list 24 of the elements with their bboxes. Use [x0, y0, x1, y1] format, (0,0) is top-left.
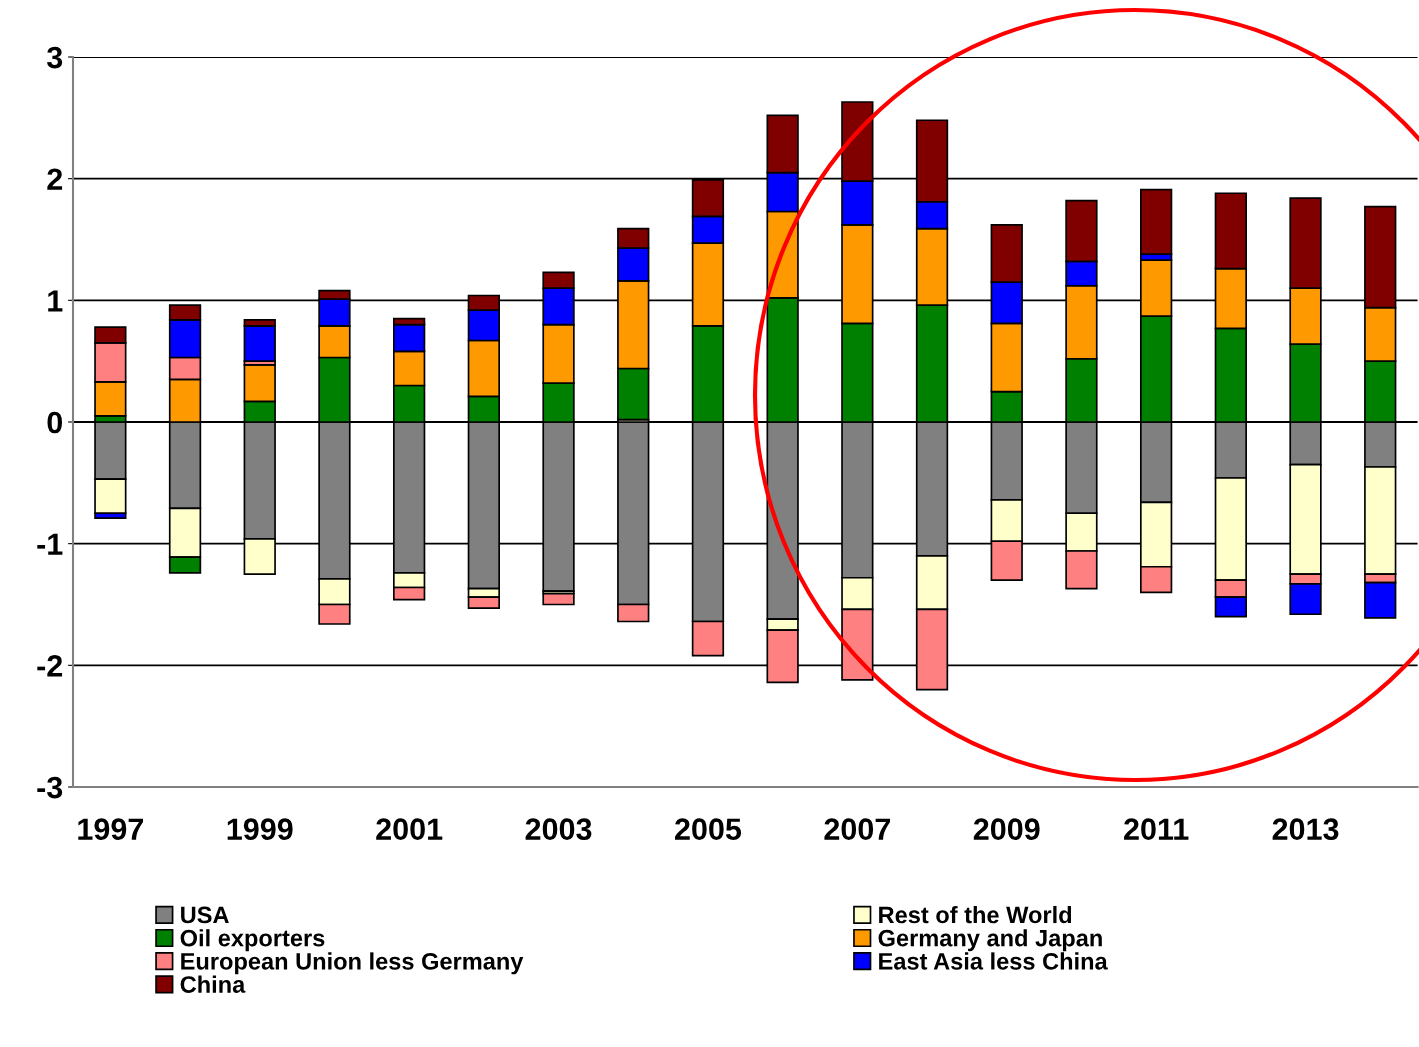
x-tick-label: 2007 — [824, 818, 890, 840]
legend-label: Rest of the World — [879, 905, 1072, 924]
legend-label: USA — [181, 906, 229, 924]
x-tick-label: 2013 — [1272, 818, 1339, 841]
legend-label: China — [180, 975, 246, 993]
y-tick-label: -1 — [37, 533, 63, 555]
y-tick-label: 3 — [46, 46, 63, 69]
x-tick-label: 2001 — [376, 818, 443, 840]
x-tick-label: 2009 — [973, 818, 1040, 840]
legend-label: Oil exporters — [180, 929, 325, 952]
y-tick-label: 2 — [47, 168, 63, 190]
y-tick-label: 1 — [48, 290, 63, 312]
x-tick-label: 2011 — [1124, 818, 1189, 840]
legend-label: East Asia less China — [879, 952, 1108, 970]
legend-label: European Union less Germany — [181, 952, 524, 975]
y-tick-label: 0 — [47, 411, 63, 434]
x-tick-label: 1999 — [227, 818, 293, 840]
y-tick-label: -3 — [37, 776, 63, 799]
x-tick-label: 2003 — [525, 818, 592, 841]
legend-label: Germany and Japan — [878, 929, 1102, 952]
bar — [542, 592, 575, 606]
y-tick-label: -2 — [37, 655, 63, 677]
x-tick-label: 2005 — [675, 818, 742, 840]
x-tick-label: 1997 — [78, 818, 143, 840]
